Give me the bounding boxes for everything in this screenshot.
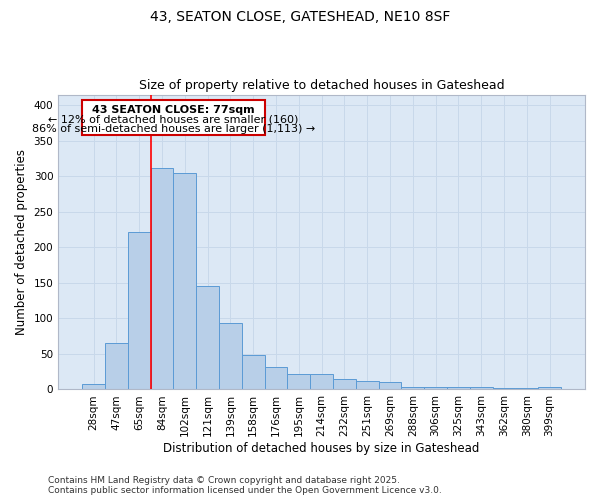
Bar xyxy=(82,384,105,390)
Bar xyxy=(447,388,470,390)
Bar xyxy=(379,382,401,390)
Bar xyxy=(333,379,356,390)
Text: ← 12% of detached houses are smaller (160): ← 12% of detached houses are smaller (16… xyxy=(48,114,299,124)
X-axis label: Distribution of detached houses by size in Gateshead: Distribution of detached houses by size … xyxy=(163,442,480,455)
Bar xyxy=(401,386,424,390)
Bar xyxy=(424,386,447,390)
Bar xyxy=(105,344,128,390)
Text: 86% of semi-detached houses are larger (1,113) →: 86% of semi-detached houses are larger (… xyxy=(32,124,315,134)
Bar xyxy=(242,354,265,390)
Bar xyxy=(470,386,493,390)
Text: 43, SEATON CLOSE, GATESHEAD, NE10 8SF: 43, SEATON CLOSE, GATESHEAD, NE10 8SF xyxy=(150,10,450,24)
Bar xyxy=(356,381,379,390)
Bar xyxy=(287,374,310,390)
Bar xyxy=(219,324,242,390)
Y-axis label: Number of detached properties: Number of detached properties xyxy=(15,149,28,335)
Bar xyxy=(173,172,196,390)
Bar xyxy=(515,388,538,390)
Bar xyxy=(128,232,151,390)
Bar xyxy=(265,366,287,390)
Text: Contains HM Land Registry data © Crown copyright and database right 2025.
Contai: Contains HM Land Registry data © Crown c… xyxy=(48,476,442,495)
Bar xyxy=(310,374,333,390)
Bar xyxy=(538,386,561,390)
Bar xyxy=(151,168,173,390)
Bar xyxy=(196,286,219,390)
Bar xyxy=(493,388,515,390)
Text: 43 SEATON CLOSE: 77sqm: 43 SEATON CLOSE: 77sqm xyxy=(92,105,254,115)
FancyBboxPatch shape xyxy=(82,100,265,135)
Title: Size of property relative to detached houses in Gateshead: Size of property relative to detached ho… xyxy=(139,79,505,92)
